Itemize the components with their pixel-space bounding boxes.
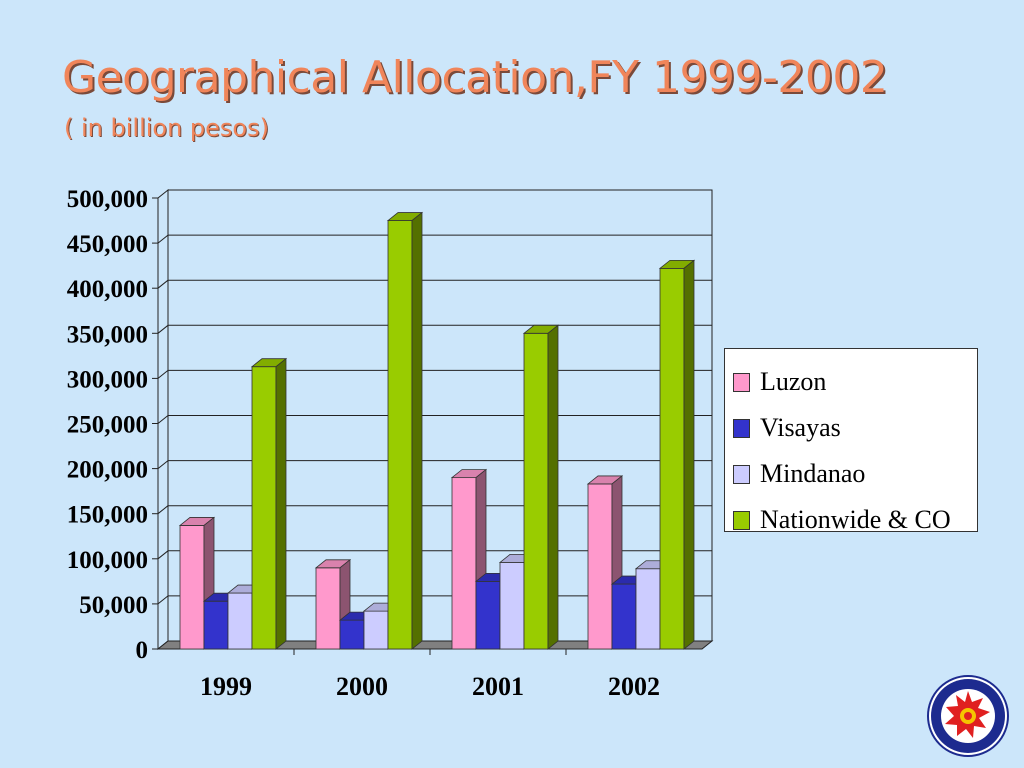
y-tick-label: 400,000 <box>67 276 148 303</box>
y-tick-label: 250,000 <box>67 412 148 439</box>
bar-side-face <box>275 357 287 650</box>
legend-item: Nationwide & CO <box>733 497 977 543</box>
bar-side-face <box>683 259 695 650</box>
gridline-side <box>157 550 169 560</box>
bar-visayas-2002 <box>611 583 637 650</box>
bar-luzon-2002 <box>587 483 613 650</box>
bar-nationwide-co-1999 <box>251 366 277 650</box>
y-tick-label: 300,000 <box>67 366 148 393</box>
dbm-seal-logo <box>927 675 1009 757</box>
bar-visayas-2000 <box>339 619 365 650</box>
y-tick-label: 150,000 <box>67 502 148 529</box>
y-tick-label: 350,000 <box>67 321 148 348</box>
bar-mindanao-1999 <box>227 592 253 650</box>
bar-side-face <box>411 211 423 650</box>
slide-subtitle: ( in billion pesos) <box>64 114 269 142</box>
x-tick-label: 1999 <box>200 672 252 701</box>
gridline-side <box>157 460 169 469</box>
x-tick-label: 2000 <box>336 672 388 701</box>
y-tick-label: 50,000 <box>79 592 148 619</box>
gridline-side <box>157 234 169 244</box>
bar-nationwide-co-2000 <box>387 220 413 650</box>
legend-label: Luzon <box>760 367 827 396</box>
legend-label: Visayas <box>760 413 841 442</box>
legend-label: Mindanao <box>760 459 866 488</box>
legend-swatch <box>733 418 750 438</box>
legend-swatch <box>733 510 750 530</box>
bar-visayas-1999 <box>203 600 229 650</box>
gridline-side <box>157 505 169 515</box>
chart-legend: Luzon Visayas Mindanao Nationwide & CO <box>724 348 978 534</box>
bar-visayas-2001 <box>475 580 501 650</box>
legend-swatch <box>733 372 750 392</box>
legend-item: Luzon <box>733 359 977 405</box>
y-tick-label: 0 <box>136 637 149 664</box>
bar-mindanao-2000 <box>363 610 389 650</box>
y-tick-label: 500,000 <box>67 186 148 213</box>
y-tick-label: 100,000 <box>67 547 148 574</box>
y-tick-label: 450,000 <box>67 231 148 258</box>
legend-item: Mindanao <box>733 451 977 497</box>
x-tick-label: 2001 <box>472 672 524 701</box>
bar-side-face <box>547 324 559 650</box>
legend-item: Visayas <box>733 405 977 451</box>
bar-luzon-2000 <box>315 567 341 650</box>
bar-nationwide-co-2002 <box>659 267 685 650</box>
legend-swatch <box>733 464 750 484</box>
slide-title: Geographical Allocation,FY 1999-2002 <box>62 52 888 103</box>
bar-mindanao-2001 <box>499 562 525 650</box>
bar-nationwide-co-2001 <box>523 332 549 650</box>
gridline-side <box>157 595 169 605</box>
gridline-side <box>157 324 169 334</box>
bar-luzon-2001 <box>451 477 477 650</box>
y-tick-label: 200,000 <box>67 457 148 484</box>
bar-mindanao-2002 <box>635 568 661 650</box>
x-tick-label: 2002 <box>608 672 660 701</box>
bar-luzon-1999 <box>179 525 205 650</box>
legend-label: Nationwide & CO <box>760 505 951 534</box>
gridline-side <box>157 415 169 424</box>
gridline-side <box>157 370 169 379</box>
gridline-side <box>157 279 169 289</box>
